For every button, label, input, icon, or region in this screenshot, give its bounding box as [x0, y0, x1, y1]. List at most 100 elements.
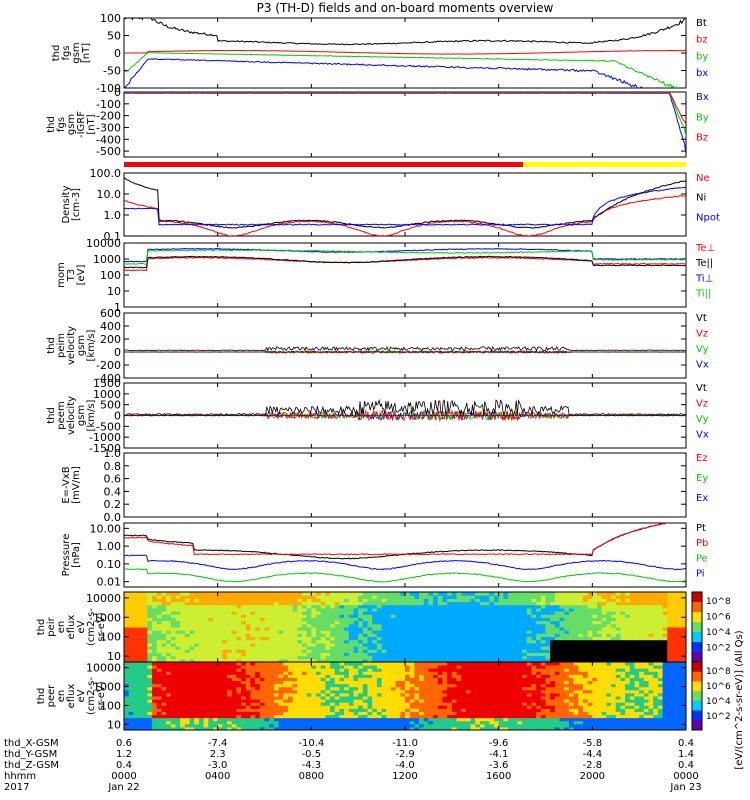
spectrogram-cell: [508, 611, 514, 615]
spectrogram-cell: [161, 665, 167, 669]
spectrogram-cell: [334, 674, 340, 678]
spectrogram-cell: [184, 604, 191, 609]
spectrogram-cell: [479, 649, 486, 653]
spectrogram-cell: [526, 627, 532, 631]
spectrogram-cell: [124, 649, 130, 653]
spectrogram-cell: [264, 655, 270, 660]
spectrogram-cell: [405, 592, 411, 596]
spectrogram-cell: [522, 627, 528, 631]
spectrogram-cell: [152, 649, 158, 653]
spectrogram-cell: [681, 604, 687, 609]
spectrogram-cell: [657, 623, 664, 628]
spectrogram-cell: [367, 607, 373, 612]
spectrogram-cell: [212, 668, 219, 672]
spectrogram-cell: [259, 639, 265, 644]
spectrogram-cell: [372, 636, 378, 641]
spectrogram-cell: [419, 633, 425, 638]
spectrogram-cell: [451, 702, 458, 706]
spectrogram-cell: [138, 723, 144, 728]
spectrogram-cell: [348, 680, 354, 685]
spectrogram-cell: [339, 665, 345, 669]
spectrogram-cell: [526, 623, 532, 628]
spectrogram-cell: [147, 630, 153, 634]
spectrogram-cell: [676, 639, 682, 644]
spectrogram-cell: [241, 677, 247, 682]
spectrogram-cell: [316, 607, 322, 612]
spectrogram-cell: [156, 689, 162, 694]
spectrogram-cell: [540, 708, 546, 712]
spectrogram-cell: [306, 649, 312, 653]
spectrogram-cell: [489, 696, 495, 700]
spectrogram-cell: [306, 720, 312, 725]
spectrogram-cell: [601, 639, 607, 644]
spectrogram-cell: [339, 708, 345, 712]
legend-Te||: Te||: [695, 258, 713, 269]
spectrogram-cell: [639, 617, 645, 622]
spectrogram-cell: [208, 630, 214, 634]
spectrogram-cell: [278, 595, 284, 599]
spectrogram-cell: [245, 646, 251, 650]
spectrogram-cell: [540, 658, 546, 663]
spectrogram-cell: [348, 604, 354, 609]
spectrogram-cell: [423, 652, 429, 657]
spectrogram-cell: [475, 620, 481, 625]
spectrogram-cell: [559, 623, 565, 628]
spectrogram-cell: [166, 611, 172, 615]
spectrogram-cell: [470, 689, 476, 694]
spectrogram-cell: [587, 614, 593, 618]
spectrogram-cell: [152, 614, 158, 618]
spectrogram-cell: [517, 692, 523, 697]
spectrogram-cell: [311, 649, 317, 653]
spectrogram-cell: [180, 652, 186, 657]
spectrogram-cell: [648, 614, 654, 618]
spectrogram-cell: [395, 680, 401, 685]
spectrogram-cell: [259, 595, 265, 599]
spectrogram-cell: [437, 711, 443, 716]
spectrogram-cell: [184, 598, 191, 603]
spectrogram-cell: [512, 662, 518, 666]
spectrogram-cell: [568, 620, 575, 625]
spectrogram-cell: [508, 636, 514, 641]
spectrogram-cell: [465, 686, 472, 691]
spectrogram-cell: [573, 607, 579, 612]
spectrogram-cell: [292, 720, 298, 725]
spectrogram-cell: [203, 636, 209, 641]
spectrogram-cell: [161, 649, 167, 653]
spectrogram-cell: [362, 604, 369, 609]
spectrogram-cell: [381, 649, 387, 653]
spectrogram-cell: [353, 711, 359, 716]
spectrogram-cell: [540, 714, 546, 719]
spectrogram-cell: [522, 668, 528, 672]
spectrogram-cell: [531, 604, 537, 609]
spectrogram-cell: [517, 630, 523, 634]
spectrogram-cell: [147, 680, 153, 685]
spectrogram-cell: [634, 617, 640, 622]
spectrogram-cell: [428, 611, 434, 615]
spectrogram-cell: [255, 649, 261, 653]
spectrogram-cell: [133, 662, 139, 666]
spectrogram-cell: [156, 671, 162, 675]
spectrogram-cell: [170, 636, 177, 641]
spectrogram-cell: [170, 595, 177, 599]
spectrogram-cell: [479, 611, 486, 615]
spectrogram-cell: [606, 630, 612, 634]
spectrogram-cell: [615, 614, 621, 618]
spectrogram-cell: [194, 711, 200, 716]
spectrogram-cell: [212, 726, 219, 731]
spectrogram-cell: [166, 601, 172, 606]
spectrogram-cell: [508, 604, 514, 609]
spectrogram-cell: [465, 649, 472, 653]
spectrogram-cell: [189, 627, 195, 631]
series-by: [124, 52, 678, 88]
spectrogram-cell: [582, 614, 589, 618]
spectrogram-cell: [522, 677, 528, 682]
spectrogram-cell: [236, 652, 242, 657]
spectrogram-cell: [545, 642, 551, 647]
spectrogram-cell: [189, 689, 195, 694]
spectrogram-cell: [536, 627, 542, 631]
spectrogram-cell: [475, 714, 481, 719]
spectrogram-cell: [578, 623, 584, 628]
spectrogram-cell: [203, 652, 209, 657]
spectrogram-cell: [273, 686, 280, 691]
spectrogram-cell: [227, 614, 233, 618]
